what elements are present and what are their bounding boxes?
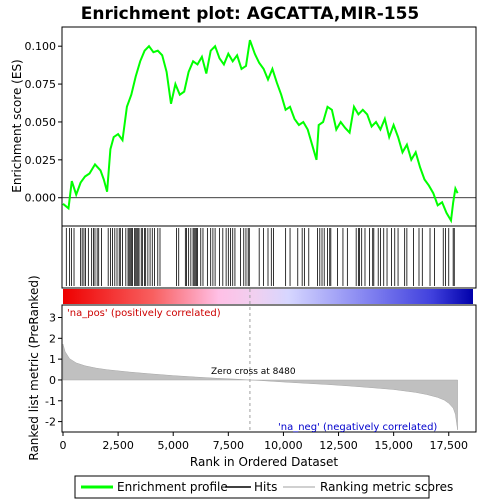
rank-x-tick-label: 15,000 — [374, 439, 413, 452]
legend-label-metric: Ranking metric scores — [320, 480, 453, 494]
rank-y-tick-label: -2 — [45, 416, 56, 429]
negative-correlation-label: 'na_neg' (negatively correlated) — [278, 422, 437, 433]
es-panel: 0.000 0.025 0.050 0.075 0.100 Enrichment sco… — [10, 27, 476, 226]
hits-frame — [62, 226, 476, 288]
rank-x-tick-label: 10,000 — [264, 439, 303, 452]
positive-correlation-label: 'na_pos' (positively correlated) — [67, 308, 221, 319]
legend: Enrichment profile Hits Ranking metric s… — [75, 476, 453, 498]
rank-y-axis: -2 -1 0 1 2 3 — [45, 311, 62, 428]
rank-y-axis-label: Ranked list metric (PreRanked) — [27, 275, 41, 460]
x-axis-label: Rank in Ordered Dataset — [190, 455, 338, 469]
ranking-heatmap-bar — [63, 289, 473, 304]
es-y-tick-label: 0.050 — [25, 116, 57, 129]
rank-x-axis: 0 2,500 5,000 7,500 10,000 12,500 15,000 17,500 — [60, 432, 469, 452]
rank-x-tick-label: 17,500 — [430, 439, 469, 452]
es-y-tick-label: 0.000 — [25, 192, 57, 205]
rank-y-tick-label: 3 — [49, 311, 56, 324]
rank-x-tick-label: 7,500 — [213, 439, 245, 452]
es-y-axis: 0.000 0.025 0.050 0.075 0.100 — [25, 40, 63, 205]
es-y-tick-label: 0.075 — [25, 78, 57, 91]
legend-label-hits: Hits — [254, 480, 277, 494]
zero-cross-label: Zero cross at 8480 — [211, 367, 296, 377]
es-y-tick-label: 0.025 — [25, 154, 57, 167]
rank-x-tick-label: 0 — [60, 439, 67, 452]
rank-x-tick-label: 12,500 — [319, 439, 358, 452]
rank-x-tick-label: 5,000 — [157, 439, 189, 452]
rank-y-tick-label: 0 — [49, 374, 56, 387]
rank-x-tick-label: 2,500 — [102, 439, 134, 452]
legend-label-enrichment: Enrichment profile — [117, 480, 228, 494]
es-y-axis-label: Enrichment score (ES) — [10, 59, 24, 192]
rank-y-tick-label: -1 — [45, 395, 56, 408]
rank-y-tick-label: 1 — [49, 353, 56, 366]
hits-panel — [62, 226, 476, 288]
es-y-tick-label: 0.100 — [25, 40, 57, 53]
rank-panel: -2 -1 0 1 2 3 0 2,500 5,000 7,500 10,000 12,500 15,… — [27, 275, 476, 469]
rank-y-tick-label: 2 — [49, 332, 56, 345]
chart-title: Enrichment plot: AGCATTA,MIR-155 — [81, 4, 420, 24]
